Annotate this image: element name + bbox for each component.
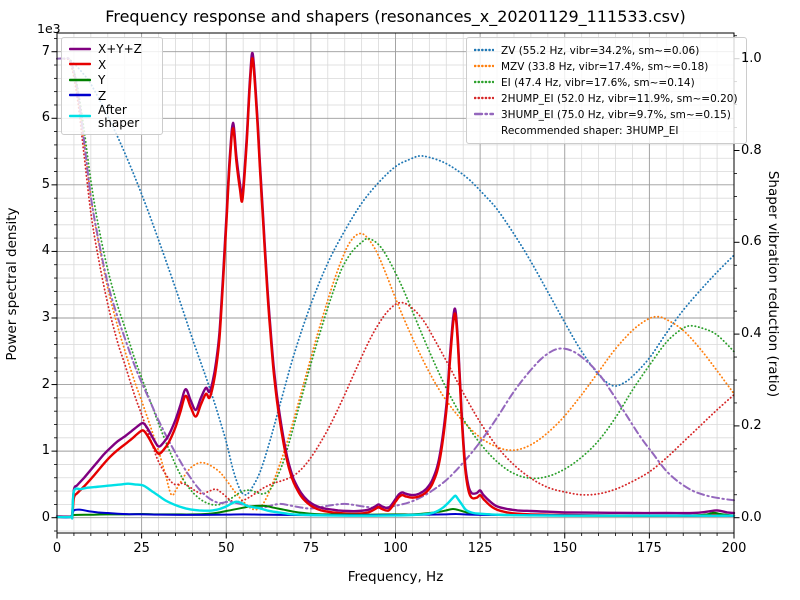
legend-line-sample: [473, 109, 495, 122]
legend-line-icon: [68, 94, 92, 97]
x-tick-label: 0: [52, 541, 62, 556]
legend-item: EI (47.4 Hz, vibr=17.6%, sm~=0.14): [473, 75, 738, 91]
legend-line-icon: [473, 96, 495, 99]
legend-item-label: Z: [98, 88, 107, 103]
legend-item-label: ZV (55.2 Hz, vibr=34.2%, sm~=0.06): [501, 45, 700, 57]
y-left-tick-label: 7: [41, 43, 50, 59]
x-tick-label: 175: [636, 541, 662, 556]
legend-item: Z: [68, 88, 154, 105]
legend-line-icon: [473, 112, 495, 115]
legend-item-label: Recommended shaper: 3HUMP_EI: [501, 125, 679, 137]
legend-line-sample: [68, 110, 92, 124]
legend-item: X+Y+Z: [68, 42, 154, 58]
x-tick-label: 75: [302, 541, 320, 556]
x-tick-label: 200: [721, 541, 747, 556]
legend-series: X+Y+Z X Y Z After shaper: [61, 37, 163, 136]
legend-line-sample: [473, 77, 495, 90]
legend-item-label: Y: [98, 73, 106, 88]
legend-line-icon: [473, 80, 495, 83]
series-After-shaper: [55, 482, 736, 520]
x-axis-label: Frequency, Hz: [347, 569, 444, 585]
legend-line-icon: [68, 63, 92, 66]
y-axis-scale-offset-label: 1e3: [37, 21, 61, 36]
y-right-tick-label: 0.8: [741, 142, 762, 158]
x-tick-label: 150: [552, 541, 578, 556]
legend-item: Recommended shaper: 3HUMP_EI: [474, 123, 738, 139]
series-3HUMP_EI: [56, 57, 735, 510]
legend-line-sample: [68, 89, 92, 103]
legend-line-icon: [68, 47, 92, 50]
legend-line-sample: [473, 93, 495, 106]
legend-item: MZV (33.8 Hz, vibr=17.4%, sm~=0.18): [473, 59, 738, 75]
legend-line-sample: [68, 58, 92, 72]
legend-line-sample: [473, 45, 495, 58]
legend-item: 2HUMP_EI (52.0 Hz, vibr=11.9%, sm~=0.20): [473, 91, 738, 107]
series-X: [55, 57, 736, 520]
legend-line-sample: [68, 74, 92, 88]
x-tick-label: 25: [133, 541, 150, 556]
legend-item-label: 3HUMP_EI (75.0 Hz, vibr=9.7%, sm~=0.15): [501, 109, 731, 121]
legend-item: X: [68, 57, 154, 74]
legend-item-label: MZV (33.8 Hz, vibr=17.4%, sm~=0.18): [501, 61, 709, 73]
series-EI: [56, 57, 735, 506]
y-right-tick-label: 1.0: [741, 50, 762, 66]
legend-item-label: X: [98, 57, 107, 72]
legend-line-icon: [473, 64, 495, 67]
legend-line-icon: [68, 114, 92, 118]
legend-item-label: 2HUMP_EI (52.0 Hz, vibr=11.9%, sm~=0.20): [501, 93, 738, 105]
series-2HUMP_EI: [56, 57, 735, 503]
legend-item-label: After shaper: [98, 103, 140, 131]
legend-item: Y: [68, 73, 154, 89]
legend-line-icon: [68, 78, 92, 81]
y-right-tick-label: 0.6: [741, 234, 762, 250]
legend-item-label: X+Y+Z: [98, 42, 142, 57]
y-left-tick-label: 0: [41, 509, 50, 525]
legend-line-sample: [473, 61, 495, 74]
legend-shapers: ZV (55.2 Hz, vibr=34.2%, sm~=0.06) MZV (3…: [466, 37, 747, 144]
x-tick-label: 50: [217, 541, 235, 556]
legend-line-icon: [473, 48, 495, 51]
y-right-tick-label: 0.0: [741, 509, 762, 525]
series-MZV: [56, 57, 735, 511]
y-left-tick-label: 4: [41, 243, 50, 259]
y-right-tick-label: 0.2: [741, 417, 762, 433]
y-left-tick-label: 1: [41, 443, 50, 459]
x-tick-label: 125: [467, 541, 493, 556]
series-ZV: [56, 57, 735, 496]
y-left-tick-label: 3: [41, 309, 50, 325]
series-Z: [56, 508, 735, 519]
x-tick-label: 100: [383, 541, 408, 556]
y-left-tick-label: 2: [41, 376, 50, 392]
y-right-tick-label: 0.4: [741, 326, 762, 342]
chart-title: Frequency response and shapers (resonanc…: [105, 7, 686, 26]
y-left-tick-label: 5: [41, 176, 50, 192]
legend-line-sample: [68, 43, 92, 57]
y-left-tick-label: 6: [41, 110, 50, 126]
legend-item: ZV (55.2 Hz, vibr=34.2%, sm~=0.06): [473, 43, 738, 59]
legend-item: 3HUMP_EI (75.0 Hz, vibr=9.7%, sm~=0.15): [473, 107, 738, 123]
y-axis-left-label: Power spectral density: [4, 207, 20, 361]
y-axis-right-label: Shaper vibration reduction (ratio): [765, 170, 781, 398]
legend-item-label: EI (47.4 Hz, vibr=17.6%, sm~=0.14): [501, 77, 695, 89]
legend-item: After shaper: [68, 103, 154, 131]
